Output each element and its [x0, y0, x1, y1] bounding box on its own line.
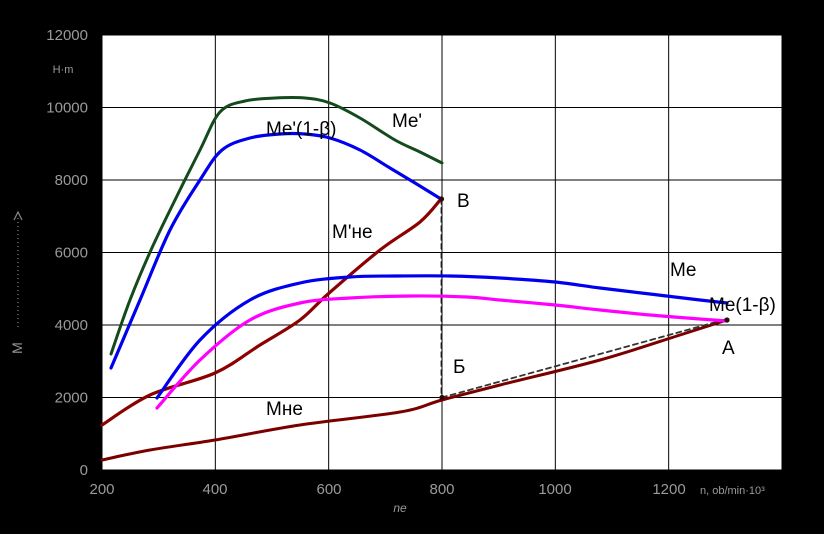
svg-text:6000: 6000 [55, 245, 88, 262]
svg-text:B: B [457, 191, 470, 212]
svg-text:Me: Me [670, 260, 696, 281]
svg-text:M'нe: M'нe [332, 222, 373, 243]
svg-text:400: 400 [202, 481, 227, 498]
svg-text:4000: 4000 [55, 317, 88, 334]
svg-text:nе: nе [393, 501, 407, 515]
svg-text:M: M [9, 342, 25, 354]
svg-text:12000: 12000 [46, 27, 88, 44]
svg-text:n, ob/min·10³: n, ob/min·10³ [700, 485, 765, 497]
svg-text:Б: Б [453, 357, 465, 378]
svg-text:Me(1-β): Me(1-β) [709, 295, 776, 316]
svg-text:8000: 8000 [55, 172, 88, 189]
svg-text:1000: 1000 [538, 481, 571, 498]
svg-text:A: A [722, 338, 735, 359]
svg-text:200: 200 [89, 481, 114, 498]
svg-text:800: 800 [429, 481, 454, 498]
svg-text:10000: 10000 [46, 100, 88, 117]
svg-text:2000: 2000 [55, 390, 88, 407]
svg-text:Me': Me' [392, 111, 422, 132]
svg-text:H·m: H·m [53, 64, 74, 76]
svg-text:0: 0 [80, 462, 88, 479]
svg-text:1200: 1200 [652, 481, 685, 498]
svg-text:Me'(1-β): Me'(1-β) [266, 119, 337, 140]
svg-text:Mнe: Mнe [266, 399, 303, 420]
svg-text:600: 600 [316, 481, 341, 498]
